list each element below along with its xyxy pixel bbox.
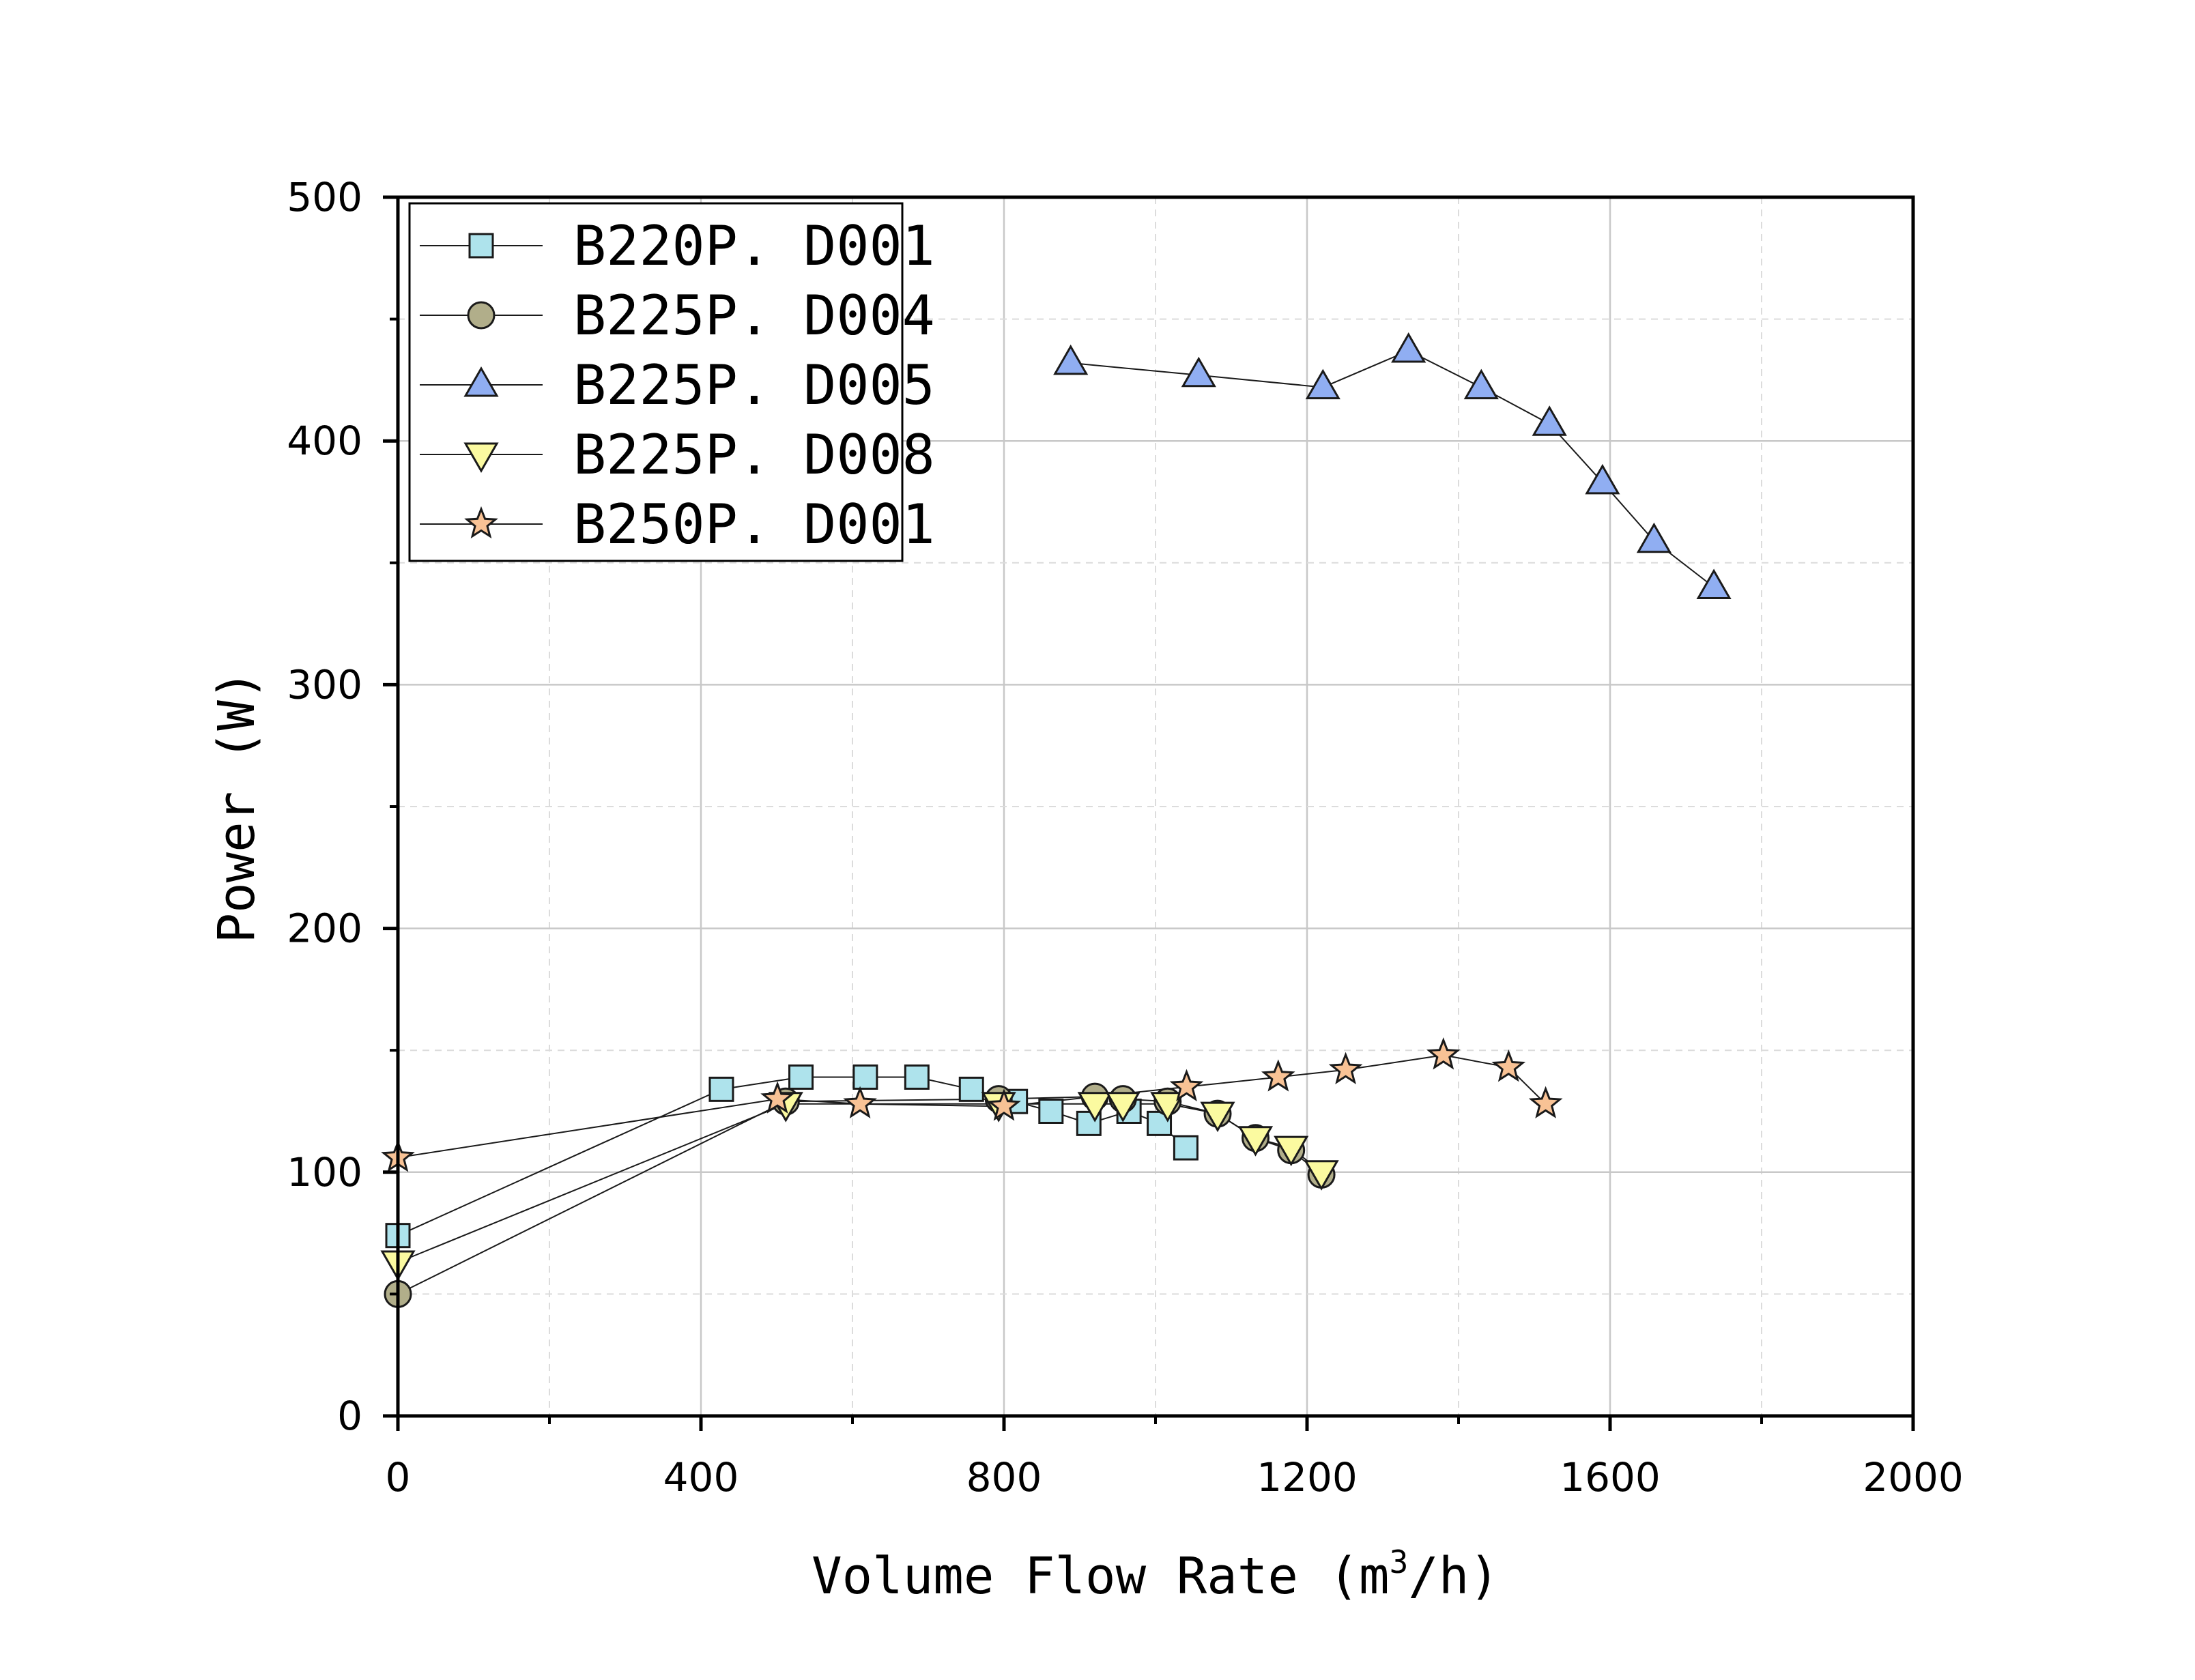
legend-marker [468, 233, 494, 259]
data-point-b250p-d001 [1169, 1069, 1204, 1101]
data-point-b225p-d008 [1150, 1092, 1186, 1123]
data-point-b225p-d008 [1077, 1092, 1113, 1123]
x-axis-title-superscript: 3 [1390, 1544, 1409, 1580]
tick-layer: 0 400 800 1200 1600 2000 0 100 200 300 400 500 [287, 174, 1964, 1501]
series-line-b250p-d001 [397, 1054, 1547, 1159]
data-point-b225p-d005 [1391, 332, 1426, 363]
data-point-b250p-d001 [843, 1086, 877, 1118]
data-point-b225p-d005 [1636, 522, 1672, 553]
data-point-b225p-d005 [1463, 368, 1499, 400]
x-tick-label: 2000 [1863, 1454, 1964, 1501]
data-point-b250p-d001 [1528, 1086, 1563, 1118]
legend-marker [463, 366, 499, 397]
y-tick-label: 0 [337, 1393, 362, 1439]
data-point-b220p-d001 [958, 1076, 984, 1102]
data-point-b225p-d005 [1053, 344, 1089, 375]
y-tick-label: 300 [287, 661, 362, 708]
data-point-b220p-d001 [1038, 1099, 1064, 1124]
data-point-b225p-d005 [1532, 405, 1567, 436]
data-point-b250p-d001 [1261, 1059, 1295, 1092]
y-tick-label: 500 [287, 174, 362, 220]
x-tick-label: 0 [386, 1454, 411, 1501]
x-axis-title-tail: /h) [1408, 1547, 1500, 1606]
legend-marker [467, 301, 496, 330]
x-tick-label: 1200 [1257, 1454, 1358, 1501]
data-point-b250p-d001 [1426, 1037, 1461, 1070]
data-point-b225p-d008 [1274, 1135, 1309, 1167]
data-layer [380, 332, 1732, 1308]
y-tick-label: 200 [287, 906, 362, 952]
series-line-b225p-d005 [1070, 349, 1715, 588]
series-line-b225p-d004 [397, 1096, 1322, 1295]
y-tick-label: 400 [287, 418, 362, 464]
x-tick-label: 400 [663, 1454, 739, 1501]
legend-entry-label: B220P. D001 [573, 214, 935, 278]
x-axis-title: Volume Flow Rate (m3/h) [812, 1544, 1500, 1606]
legend-entry-label: B225P. D008 [573, 423, 935, 487]
data-point-b250p-d001 [987, 1088, 1021, 1121]
legend-box [408, 202, 904, 562]
data-point-b225p-d005 [1585, 463, 1620, 495]
data-point-b220p-d001 [708, 1076, 734, 1102]
x-axis-title-main: Volume Flow Rate (m [812, 1547, 1389, 1606]
data-point-b225p-d008 [1105, 1092, 1140, 1123]
x-tick-label: 800 [966, 1454, 1042, 1501]
data-point-b220p-d001 [904, 1064, 930, 1090]
data-point-b220p-d001 [788, 1064, 814, 1090]
data-point-b250p-d001 [1491, 1049, 1526, 1082]
legend-marker [463, 442, 499, 474]
y-tick-label: 100 [287, 1149, 362, 1196]
data-point-b220p-d001 [852, 1064, 878, 1090]
data-point-b225p-d005 [1181, 356, 1216, 388]
data-point-b220p-d001 [1076, 1110, 1102, 1136]
data-point-b225p-d008 [1200, 1101, 1235, 1133]
y-axis-title: Power (W) [207, 670, 266, 944]
legend-entry-label: B250P. D001 [573, 493, 935, 556]
legend-entry-label: B225P. D005 [573, 353, 935, 417]
data-point-b225p-d008 [1304, 1160, 1339, 1191]
data-point-b250p-d001 [1328, 1052, 1363, 1084]
legend-marker [464, 506, 498, 539]
x-tick-label: 1600 [1560, 1454, 1661, 1501]
series-line-b225p-d008 [397, 1103, 1322, 1263]
data-point-b220p-d001 [1173, 1135, 1199, 1161]
data-point-b225p-d005 [1696, 568, 1732, 599]
data-point-b225p-d005 [1305, 368, 1340, 400]
data-point-b250p-d001 [760, 1081, 794, 1114]
legend-entry-label: B225P. D004 [573, 284, 935, 347]
data-point-b225p-d008 [1237, 1126, 1274, 1157]
